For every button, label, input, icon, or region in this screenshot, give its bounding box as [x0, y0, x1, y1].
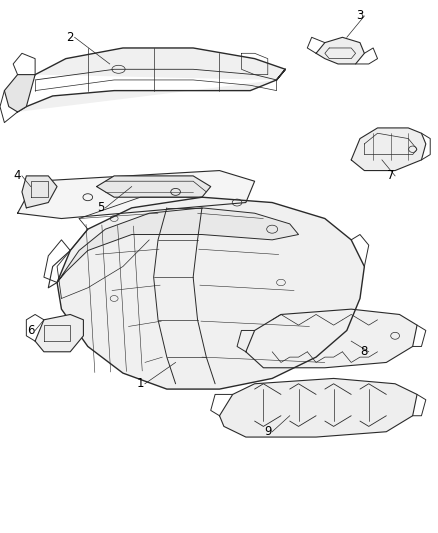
Polygon shape [18, 171, 254, 219]
Polygon shape [35, 314, 83, 352]
Polygon shape [57, 197, 364, 389]
Text: 5: 5 [97, 201, 104, 214]
Polygon shape [96, 176, 210, 197]
Polygon shape [315, 37, 364, 64]
Text: 7: 7 [386, 169, 394, 182]
Polygon shape [245, 309, 416, 368]
Polygon shape [4, 75, 35, 112]
Polygon shape [18, 48, 285, 112]
Text: 4: 4 [14, 169, 21, 182]
Text: 3: 3 [356, 10, 363, 22]
Polygon shape [219, 378, 416, 437]
Text: 9: 9 [263, 425, 271, 438]
Text: 1: 1 [136, 377, 144, 390]
Polygon shape [57, 208, 298, 282]
Polygon shape [350, 128, 425, 171]
Text: 2: 2 [66, 31, 74, 44]
Polygon shape [22, 176, 57, 208]
Text: 6: 6 [27, 324, 35, 337]
Text: 8: 8 [360, 345, 367, 358]
